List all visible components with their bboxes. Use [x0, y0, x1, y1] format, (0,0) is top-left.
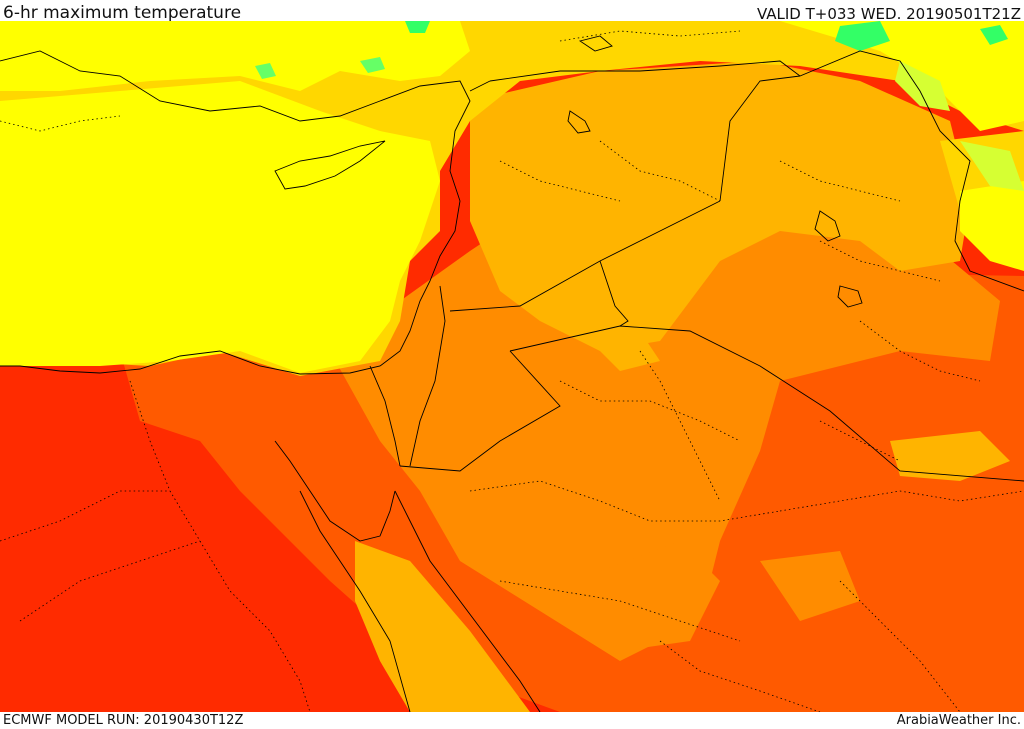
- field-amber: [470, 61, 970, 351]
- field-orange-blob: [600, 541, 720, 651]
- field-yellow-green: [960, 141, 1024, 191]
- field-green: [360, 57, 385, 73]
- country-borders: [369, 50, 1024, 482]
- field-orange-blob: [760, 551, 860, 621]
- credit-label: ArabiaWeather Inc.: [896, 713, 1021, 728]
- field-green: [255, 63, 276, 79]
- field-yellow-green: [405, 21, 430, 33]
- field-yellow-sea: [0, 81, 440, 373]
- field-amber-strip: [355, 541, 530, 712]
- coastlines: [0, 35, 863, 712]
- temperature-map[interactable]: [0, 21, 1024, 712]
- field-yellow-east: [960, 181, 1024, 271]
- field-yellow-north: [0, 21, 470, 91]
- field-amber-blob: [890, 431, 1010, 481]
- map-title: 6-hr maximum temperature: [3, 3, 242, 23]
- bottom-bar: ECMWF MODEL RUN: 20190430T12Z ArabiaWeat…: [0, 712, 1024, 729]
- top-bar: 6-hr maximum temperature VALID T+033 WED…: [0, 0, 1024, 23]
- model-run-label: ECMWF MODEL RUN: 20190430T12Z: [3, 713, 244, 728]
- province-borders: [0, 30, 1024, 712]
- valid-time-label: VALID T+033 WED. 20190501T21Z: [756, 5, 1021, 23]
- field-amber-blob: [590, 331, 660, 371]
- field-green: [980, 25, 1008, 45]
- field-yellow-northeast: [780, 21, 1024, 131]
- field-green: [835, 21, 890, 51]
